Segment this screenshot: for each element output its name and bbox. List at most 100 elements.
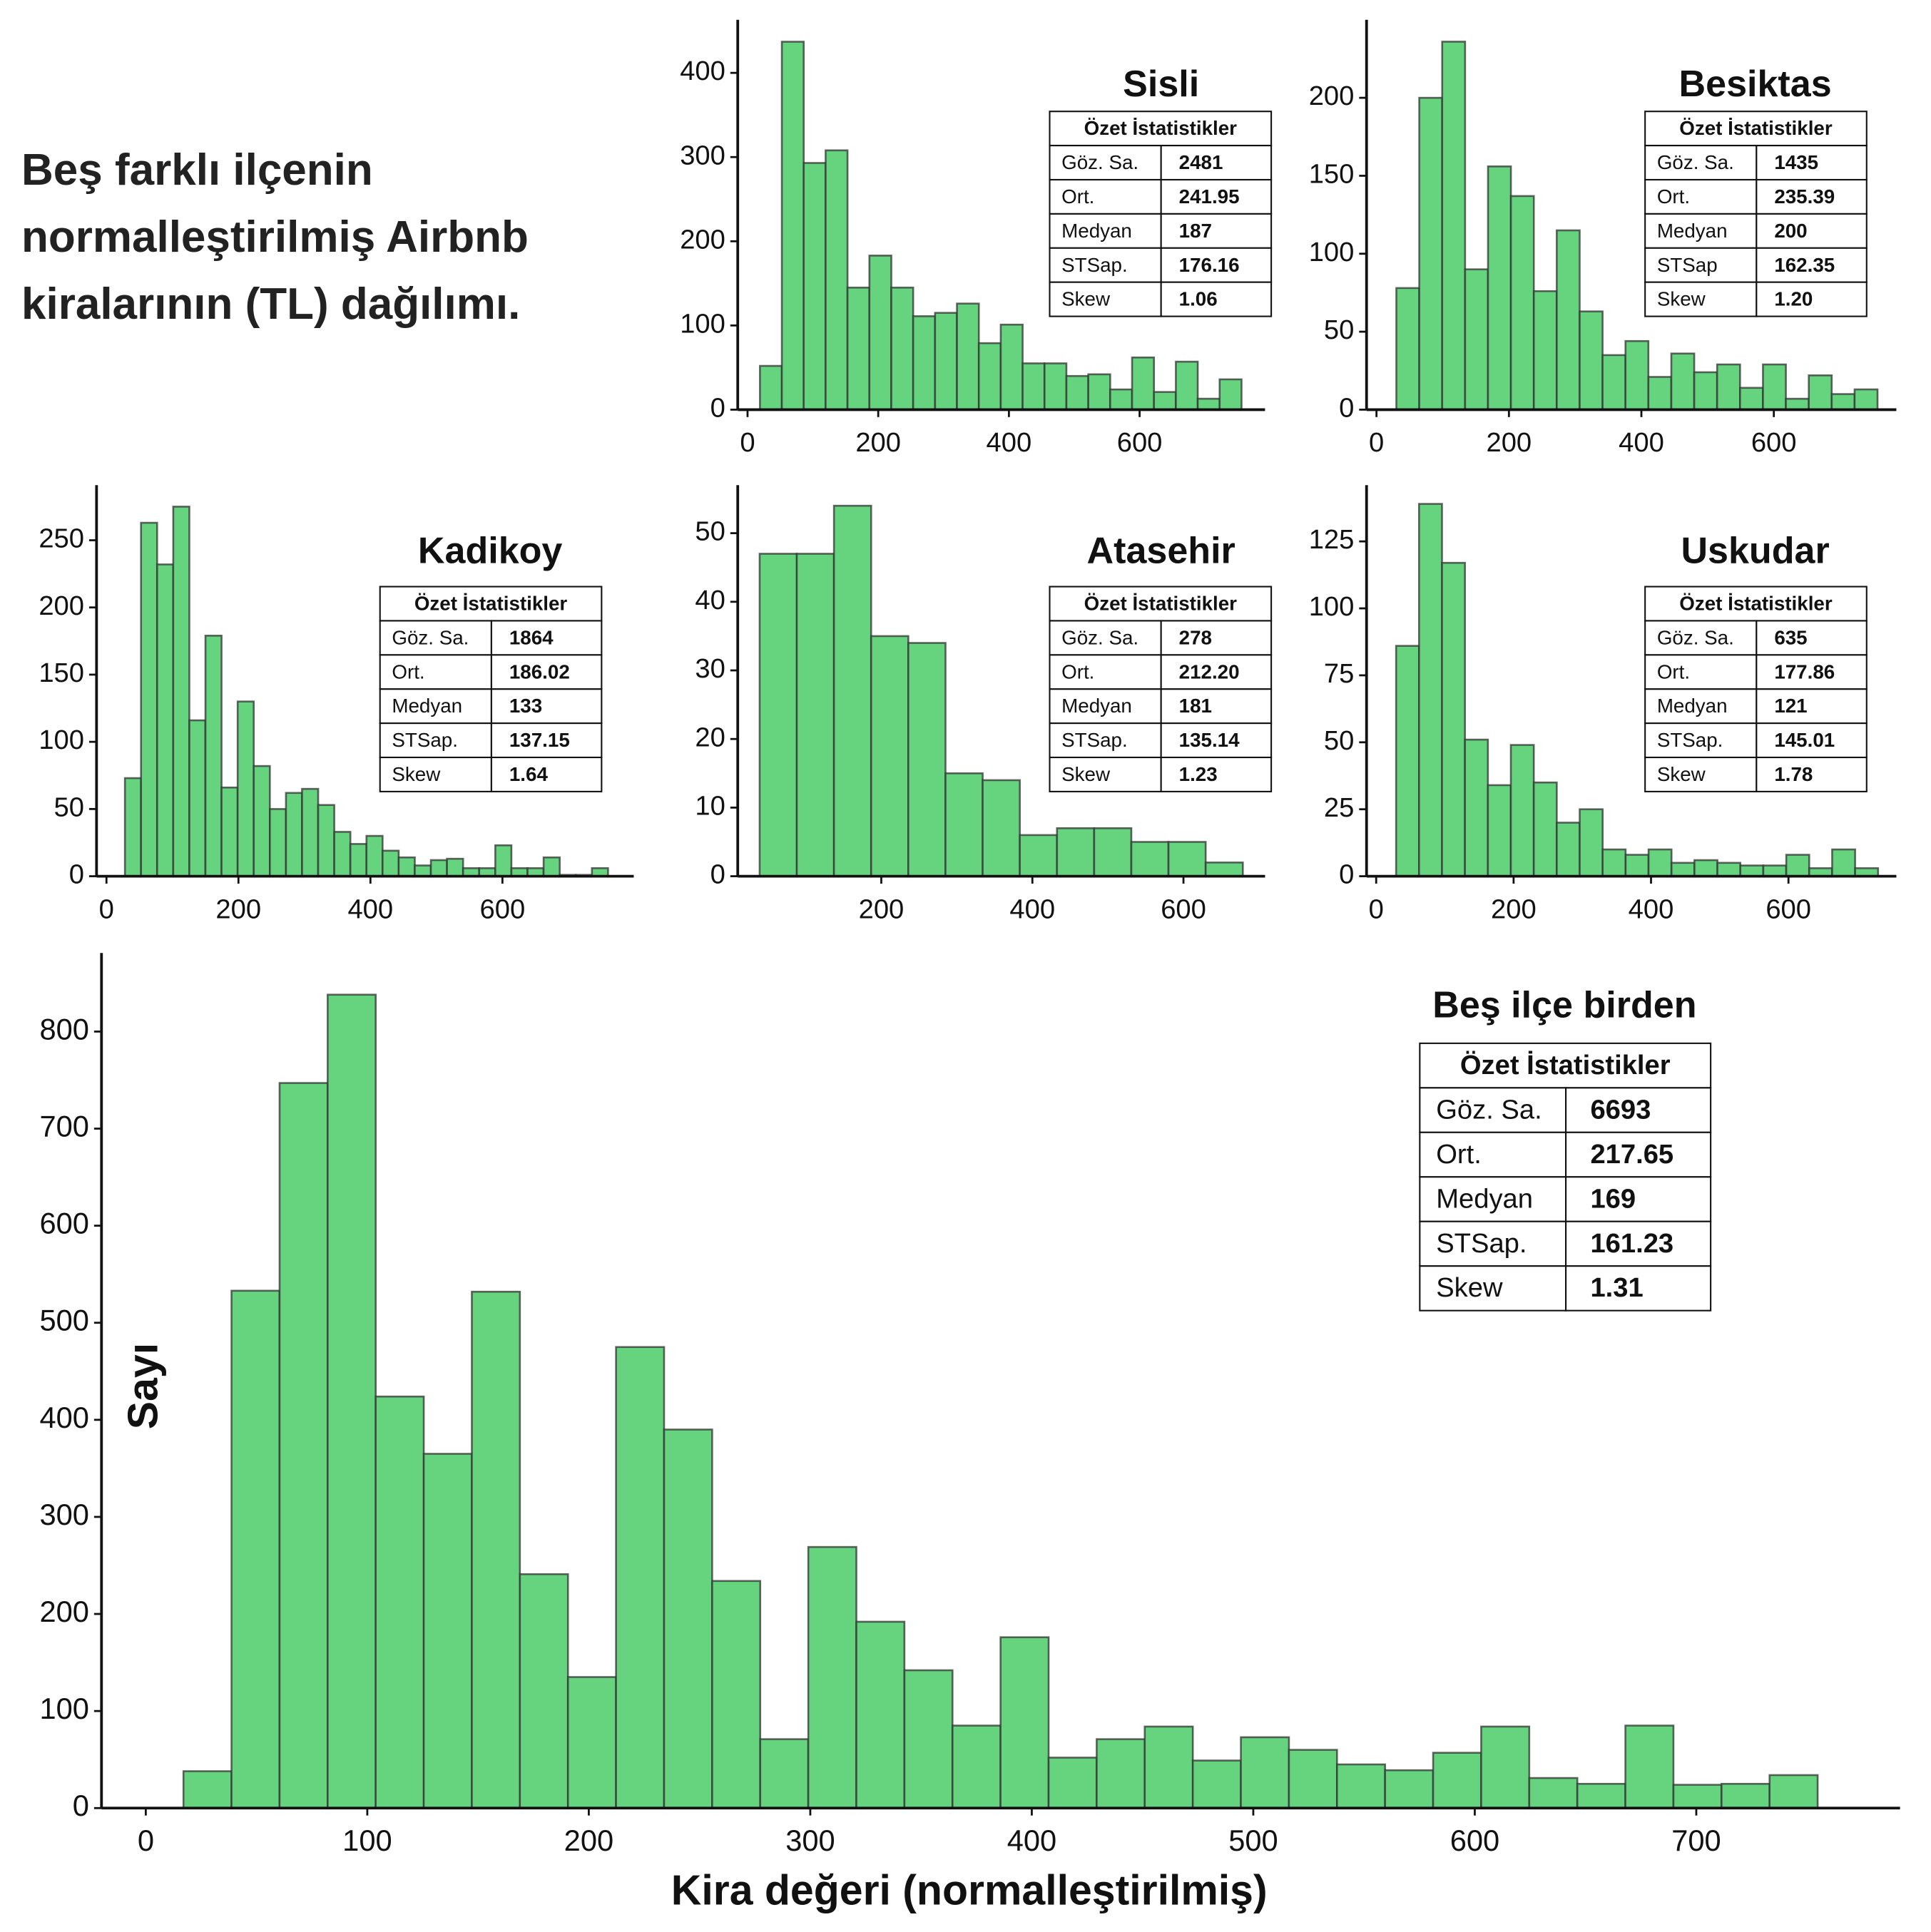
table-cell <box>1644 281 1758 317</box>
table-cell <box>1756 145 1868 181</box>
x-tick-label: 0 <box>138 1824 154 1857</box>
bar <box>1785 854 1810 877</box>
table-label: Skew <box>392 763 441 785</box>
chart-title: Kadikoy <box>418 530 563 571</box>
y-tick-label: 100 <box>1309 591 1355 622</box>
table-label: Medyan <box>1061 220 1132 242</box>
table-cell <box>1644 145 1758 181</box>
table-label: Ort. <box>1657 660 1690 683</box>
y-tick-label: 800 <box>39 1012 88 1046</box>
bar <box>825 149 849 411</box>
bar <box>1019 834 1059 877</box>
chart-title: Atasehir <box>1087 530 1235 571</box>
table-label: STSap. <box>1657 729 1723 751</box>
table-value: 133 <box>509 695 542 717</box>
y-tick-label: 0 <box>69 859 84 890</box>
bar <box>977 342 1002 411</box>
table-label: Göz. Sa. <box>1436 1094 1542 1125</box>
table-value: 1435 <box>1774 151 1818 173</box>
bar <box>1509 195 1535 411</box>
y-tick-label: 0 <box>710 392 725 423</box>
bar <box>1672 1784 1723 1809</box>
table-label: Medyan <box>1657 695 1728 717</box>
bar <box>414 864 432 877</box>
bar <box>542 856 561 877</box>
table-value: 1.23 <box>1179 763 1218 785</box>
table-label: Skew <box>1436 1272 1503 1303</box>
bar <box>1065 374 1089 411</box>
table-label: Ort. <box>1436 1139 1482 1170</box>
table-value: 1864 <box>509 626 554 648</box>
bar <box>1131 356 1156 411</box>
bar <box>1395 645 1420 877</box>
bar <box>1464 738 1489 877</box>
bar <box>429 859 448 877</box>
y-axis-label: Sayı <box>119 1343 166 1429</box>
bar <box>1739 387 1764 411</box>
table-header: Özet İstatistikler <box>414 593 568 615</box>
bar <box>1153 391 1177 411</box>
bar <box>301 787 320 877</box>
table-cell <box>1419 1131 1567 1178</box>
bar <box>855 1620 906 1809</box>
bar <box>711 1580 762 1809</box>
y-tick-label: 300 <box>39 1498 88 1531</box>
table-value: 235.39 <box>1774 185 1835 208</box>
bar <box>1143 1725 1194 1809</box>
y-tick-label: 50 <box>1324 725 1354 756</box>
y-tick-label: 40 <box>695 585 725 615</box>
bar <box>1087 373 1111 411</box>
bar <box>890 286 914 411</box>
table-cell <box>490 654 603 690</box>
table-value: 635 <box>1774 626 1807 648</box>
bar <box>615 1346 666 1809</box>
bar <box>1056 827 1096 877</box>
bar <box>907 642 947 877</box>
y-tick-label: 25 <box>1324 792 1354 823</box>
table-cell <box>1049 688 1162 725</box>
table-label: Skew <box>1061 763 1111 785</box>
bar <box>253 765 271 877</box>
table-value: 161.23 <box>1590 1228 1673 1259</box>
y-tick-label: 300 <box>680 140 725 170</box>
table-value: 169 <box>1590 1183 1636 1214</box>
bar <box>1853 388 1879 411</box>
bar <box>230 1289 281 1809</box>
bar <box>803 162 827 411</box>
bar <box>1487 784 1512 877</box>
bar <box>999 323 1024 411</box>
table-value: 6693 <box>1590 1094 1651 1125</box>
bar <box>519 1573 569 1809</box>
bar <box>1762 363 1787 411</box>
y-tick-label: 20 <box>695 722 725 752</box>
page-title: Beş farklı ilçenin normalleştirilmiş Air… <box>21 145 529 329</box>
bar <box>1556 229 1581 411</box>
bar <box>982 779 1021 877</box>
bar <box>1167 841 1207 877</box>
y-tick-label: 125 <box>1309 524 1355 555</box>
y-tick-label: 200 <box>680 224 725 255</box>
bar <box>317 804 335 877</box>
bar <box>1441 561 1466 877</box>
x-tick-label: 200 <box>564 1824 613 1857</box>
bar <box>1532 781 1558 877</box>
bar <box>1624 339 1650 411</box>
bar <box>1556 822 1581 877</box>
bar <box>1021 362 1046 411</box>
table-value: 1.64 <box>509 763 549 785</box>
bar <box>349 843 368 877</box>
table-value: 217.65 <box>1590 1139 1673 1170</box>
bar <box>1693 371 1718 411</box>
bar <box>1191 1759 1242 1809</box>
bar <box>1464 268 1489 411</box>
bar <box>1693 859 1718 877</box>
table-value: 1.20 <box>1774 288 1813 310</box>
x-tick-label: 400 <box>1619 427 1664 458</box>
bar <box>1288 1749 1338 1809</box>
x-tick-label: 0 <box>1369 894 1384 924</box>
table-label: Göz. Sa. <box>1061 151 1138 173</box>
table-header-cell <box>1049 111 1273 147</box>
bar <box>870 635 910 877</box>
bar <box>663 1428 713 1809</box>
